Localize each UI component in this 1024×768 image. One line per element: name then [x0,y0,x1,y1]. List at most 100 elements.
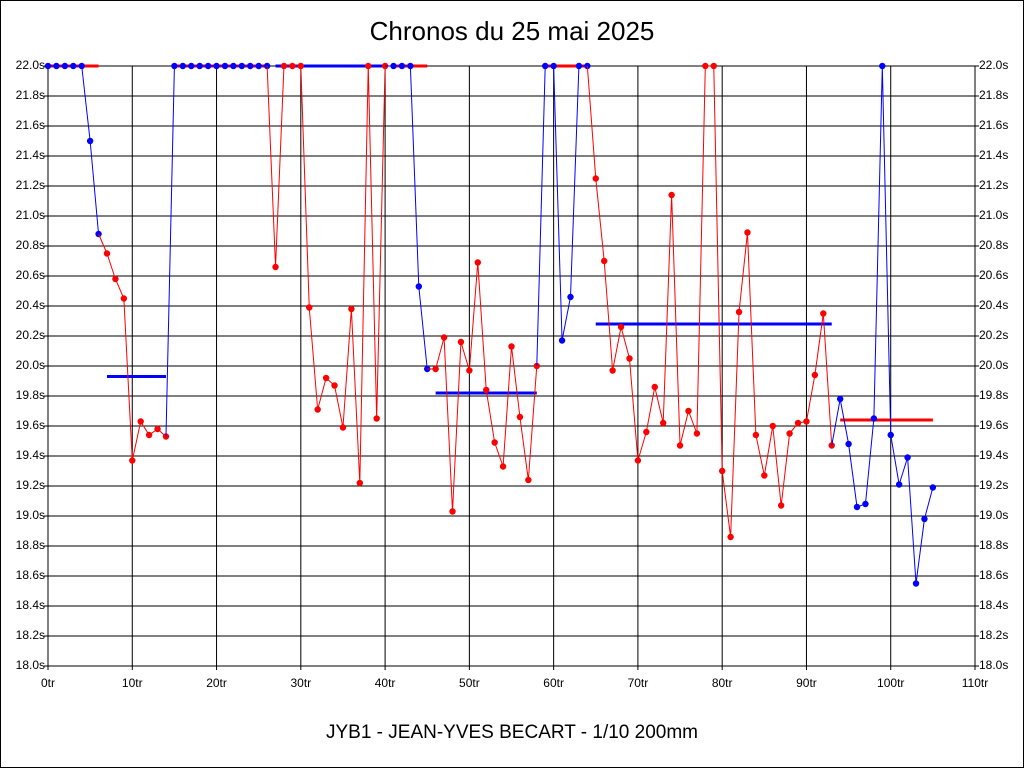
data-point [272,263,279,271]
data-point [339,424,347,431]
data-point [718,467,726,475]
y2-tick-label: 22.0s [979,58,1008,72]
data-point [390,62,397,70]
data-point [86,137,94,145]
series-line [839,65,934,584]
data-point [179,62,187,70]
data-point [836,395,844,403]
data-point [171,62,178,70]
y2-tick-label: 18.0s [979,658,1008,672]
y2-tick-label: 19.2s [979,478,1008,492]
data-point [297,62,305,70]
y2-tick-label: 20.6s [979,268,1008,282]
data-point [727,533,734,541]
y2-tick-label: 20.4s [979,298,1008,312]
connector [586,65,597,179]
data-point [432,365,439,373]
data-point [853,503,861,511]
data-point [61,62,69,70]
y-tick-label: 19.0s [16,508,45,522]
data-point [120,295,128,302]
x-tick-label: 90tr [796,676,817,690]
y2-tick-label: 21.6s [979,118,1008,132]
data-point [322,374,330,382]
data-point [769,422,776,430]
data-point [895,481,903,488]
data-point [381,62,389,70]
data-point [348,305,355,313]
connector [831,398,841,446]
y2-tick-label: 18.2s [979,628,1008,642]
data-point [188,62,195,70]
data-point [634,457,642,464]
data-point [575,62,583,70]
x-tick-label: 50tr [459,676,480,690]
x-tick-label: 20tr [206,676,227,690]
data-point [803,418,810,425]
data-point [457,338,465,346]
data-point [398,62,406,70]
y-tick-label: 19.8s [16,388,45,402]
connector [536,65,546,367]
data-point [373,415,380,422]
y2-tick-label: 21.2s [979,178,1008,192]
data-point [103,250,111,257]
y-tick-label: 18.6s [16,568,45,582]
data-point [735,308,743,316]
data-point [820,310,827,317]
data-point [904,454,911,461]
data-point [643,428,650,436]
y2-tick-label: 19.6s [979,418,1008,432]
data-point [213,62,220,70]
x-tick-label: 70tr [628,676,649,690]
data-point [129,457,136,464]
data-point [609,367,616,374]
data-point [424,365,431,373]
data-point [601,257,608,265]
y2-tick-label: 21.0s [979,208,1008,222]
y2-tick-label: 20.2s [979,328,1008,342]
data-point [331,382,338,389]
data-point [137,418,144,425]
data-point [449,508,456,515]
y-tick-label: 19.4s [16,448,45,462]
x-tick-label: 10tr [122,676,143,690]
x-tick-label: 100tr [877,676,904,690]
data-point [112,275,119,283]
data-point [651,383,658,391]
x-tick-label: 80tr [712,676,733,690]
data-point [676,442,684,449]
y-tick-label: 18.2s [16,628,45,642]
y-tick-label: 20.6s [16,268,45,282]
y-tick-label: 19.6s [16,418,45,432]
data-point [440,334,448,341]
data-point [365,62,372,70]
data-point [508,343,515,350]
y2-tick-label: 18.8s [979,538,1008,552]
y2-tick-label: 21.4s [979,148,1008,162]
y2-tick-label: 20.8s [979,238,1008,252]
data-point [744,229,751,236]
data-point [659,419,667,427]
data-point [466,367,473,374]
data-point [777,502,785,509]
data-point [887,431,894,439]
data-point [53,62,60,70]
data-point [70,62,77,70]
connector [266,65,277,268]
data-point [870,415,878,422]
y2-tick-label: 19.8s [979,388,1008,402]
data-point [542,62,549,70]
data-point [415,283,422,290]
x-tick-label: 60tr [543,676,564,690]
data-point [862,500,869,508]
data-point [356,479,364,487]
data-point [693,430,701,437]
data-point [314,406,321,413]
y2-tick-label: 20.0s [979,358,1008,372]
x-tick-label: 30tr [290,676,311,690]
data-point [752,431,760,439]
data-point [794,419,802,427]
data-point [263,62,271,70]
